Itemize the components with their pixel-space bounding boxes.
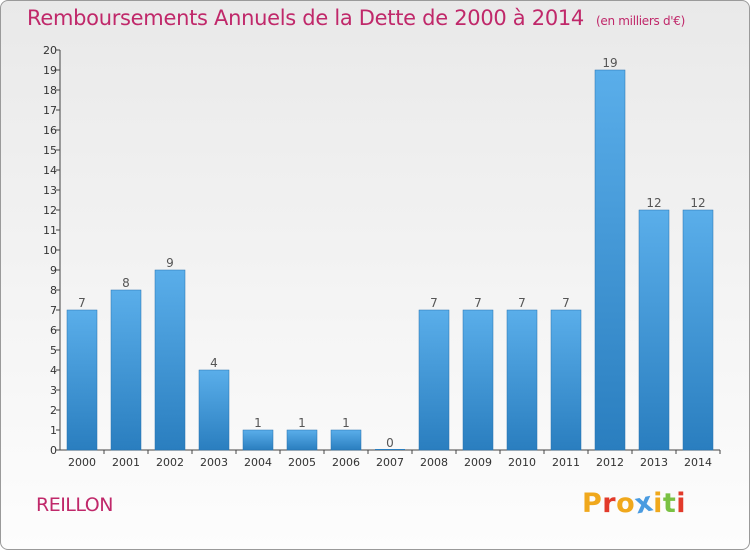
data-label: 1 [298,416,306,430]
bar [242,429,274,451]
chart-subtitle: (en milliers d'€) [596,14,686,28]
bar [110,289,142,451]
bar [375,449,405,450]
x-tick-label: 2014 [684,456,712,469]
x-tick-label: 2001 [112,456,140,469]
commune-name: REILLON [36,494,113,516]
y-tick-label: 8 [50,284,57,297]
data-label: 1 [342,416,350,430]
x-tick-label: 2003 [200,456,228,469]
y-tick-label: 10 [43,244,57,257]
bar [594,69,626,451]
data-label: 9 [166,256,174,270]
bar [550,309,582,451]
data-label: 7 [430,296,438,310]
x-tick-label: 2002 [156,456,184,469]
bar [330,429,362,451]
data-label: 8 [122,276,130,290]
y-tick-label: 19 [43,64,57,77]
y-tick-label: 6 [50,324,57,337]
bar [462,309,494,451]
logo-letter: t [662,488,677,519]
y-tick-label: 15 [43,144,57,157]
y-tick-label: 7 [50,304,57,317]
y-tick-label: 13 [43,184,57,197]
x-tick-label: 2007 [376,456,404,469]
y-tick-label: 18 [43,84,57,97]
x-tick-label: 2006 [332,456,360,469]
x-tick-label: 2008 [420,456,448,469]
x-tick-label: 2012 [596,456,624,469]
bar [286,429,318,451]
data-label: 7 [78,296,86,310]
x-tick-label: 2000 [68,456,96,469]
bar [154,269,186,451]
x-tick-label: 2011 [552,456,580,469]
x-tick-label: 2010 [508,456,536,469]
data-label: 7 [562,296,570,310]
x-tick-label: 2013 [640,456,668,469]
logo-letter: o [616,488,636,519]
y-tick-label: 3 [50,384,57,397]
chart-title: Remboursements Annuels de la Dette de 20… [27,6,685,30]
y-tick-label: 20 [43,44,57,57]
bar [638,209,670,451]
y-tick-label: 17 [43,104,57,117]
y-tick-label: 16 [43,124,57,137]
bar [682,209,714,451]
y-tick-label: 0 [50,444,57,457]
data-label: 12 [690,196,705,210]
title-text: Remboursements Annuels de la Dette de 20… [27,6,584,30]
bar [198,369,230,451]
proxiti-logo[interactable]: Proxiti [582,486,687,520]
y-tick-label: 4 [50,364,57,377]
bar [506,309,538,451]
data-label: 1 [254,416,262,430]
x-tick-label: 2005 [288,456,316,469]
y-tick-label: 1 [50,424,57,437]
data-label: 19 [602,56,617,70]
data-label: 4 [210,356,218,370]
logo-letter: i [653,488,663,519]
bar [418,309,450,451]
logo-letter: i [676,488,687,519]
data-label: 0 [386,436,394,450]
data-label: 7 [474,296,482,310]
y-tick-label: 9 [50,264,57,277]
y-tick-label: 14 [43,164,57,177]
y-tick-label: 5 [50,344,57,357]
x-tick-label: 2009 [464,456,492,469]
y-tick-label: 2 [50,404,57,417]
x-tick-label: 2004 [244,456,272,469]
logo-letter: P [582,488,603,519]
y-tick-label: 11 [43,224,57,237]
logo-letter: r [602,488,617,519]
y-tick-label: 12 [43,204,57,217]
data-label: 12 [646,196,661,210]
data-label: 7 [518,296,526,310]
bar [66,309,98,451]
